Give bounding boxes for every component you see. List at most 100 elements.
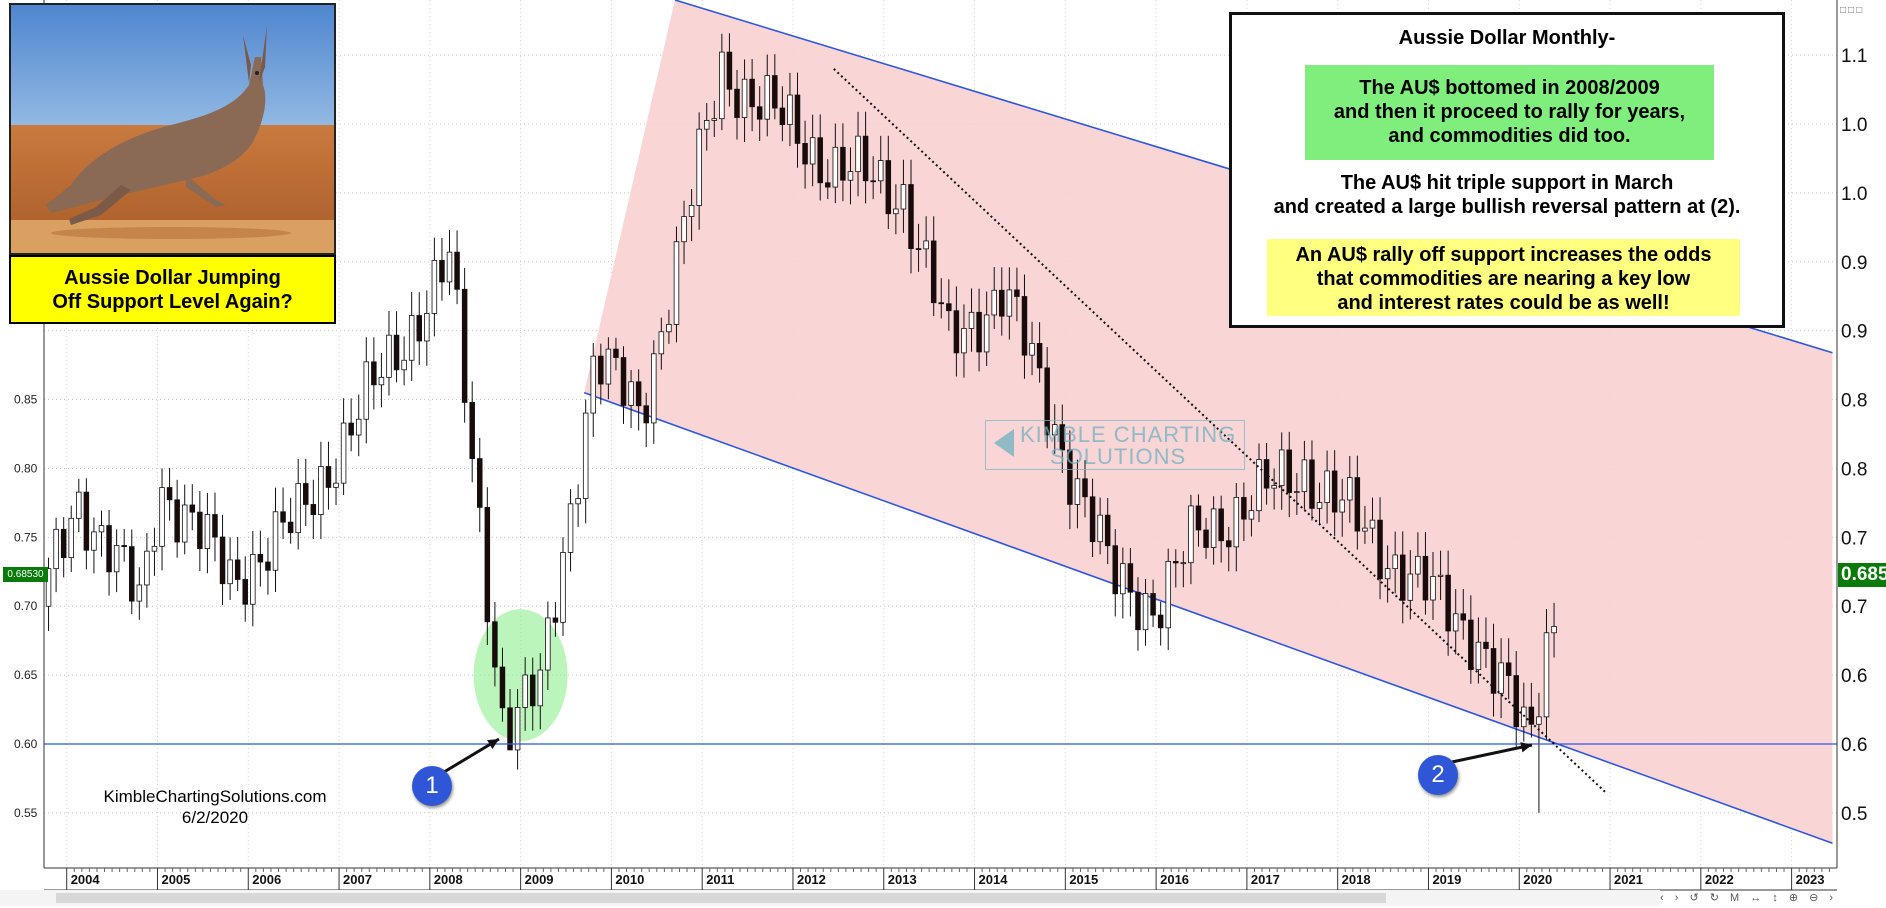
candle-body (1468, 619, 1474, 671)
candle-body (1127, 563, 1134, 593)
candle-body (953, 310, 960, 354)
candle-body (567, 503, 574, 553)
candle-body (1445, 574, 1451, 632)
marker-2: 2 (1418, 755, 1458, 795)
headline-box: Aussie Dollar Jumping Off Support Level … (9, 255, 336, 324)
candle-body (408, 315, 415, 361)
y-tick-label-left: 0.85 (14, 393, 38, 407)
candle-body (68, 517, 74, 559)
candle-body (1513, 675, 1519, 728)
x-tick-label: 2013 (888, 872, 917, 887)
candle-body (242, 579, 248, 605)
candle-body (1407, 573, 1414, 601)
candle-body (794, 94, 801, 144)
y-tick-label-right: 1.0 (1841, 184, 1867, 205)
candle-body (492, 621, 498, 668)
commentary-plain-note: The AU$ hit triple support in March and … (1232, 171, 1782, 219)
candle-body (1180, 562, 1187, 565)
commentary-box: Aussie Dollar Monthly- The AU$ bottomed … (1229, 12, 1785, 328)
y-tick-label-right: 0.6 (1841, 735, 1867, 756)
channel-lower-line (583, 391, 1833, 844)
watermark-logo: KIMBLE CHARTING SOLUTIONS (985, 420, 1245, 470)
candle-body (1331, 470, 1338, 513)
x-tick-label: 2019 (1432, 872, 1461, 887)
candle-body (1301, 459, 1308, 493)
candle-body (1203, 529, 1209, 548)
candle-body (477, 458, 483, 508)
candle-body (318, 466, 324, 515)
candle-body (189, 504, 196, 513)
candle-body (393, 334, 400, 371)
candle-body (1165, 561, 1171, 629)
headline-line-1: Aussie Dollar Jumping (64, 267, 281, 289)
commentary-yellow-note: An AU$ rally off support increases the o… (1267, 239, 1740, 316)
candle-body (1082, 478, 1088, 498)
x-tick-label: 2012 (797, 872, 826, 887)
candle-body (83, 491, 90, 551)
x-tick-label: 2006 (252, 872, 281, 887)
y-tick-label-right: 0.8 (1841, 459, 1867, 480)
candle-body (1294, 491, 1300, 494)
candle-body (363, 361, 370, 420)
y-tick-label-right: 1.0 (1841, 115, 1867, 136)
y-tick-label-right: 0.8 (1841, 391, 1867, 412)
candle-body (673, 241, 680, 325)
x-tick-label: 2023 (1796, 872, 1825, 887)
candle-body (461, 288, 468, 403)
x-tick-label: 2005 (161, 872, 190, 887)
yellow-line-2: that commodities are nearing a key low (1316, 268, 1691, 290)
arrows-layer (443, 737, 1533, 774)
candle-body (893, 208, 899, 215)
candle-body (847, 171, 854, 181)
candle-body (598, 355, 604, 385)
candle-body (885, 160, 892, 215)
green-line-1: The AU$ bottomed in 2008/2009 (1359, 77, 1660, 99)
candle-body (1044, 367, 1050, 436)
candle-body (575, 498, 581, 505)
y-tick-label-left: 0.70 (14, 599, 38, 613)
candle-body (1089, 496, 1096, 543)
candle-body (151, 545, 158, 552)
candle-body (136, 584, 143, 602)
candle-body (915, 248, 922, 251)
candle-body (1377, 519, 1383, 580)
x-tick-label: 2015 (1069, 872, 1098, 887)
candle-body (60, 528, 67, 559)
candle-body (537, 669, 544, 707)
candle-body (938, 302, 945, 305)
candle-body (605, 348, 612, 385)
candle-body (265, 561, 271, 571)
candle-body (1400, 554, 1406, 601)
candle-body (1173, 561, 1179, 564)
candle-body (635, 381, 642, 407)
window-controls[interactable]: □□□ (1840, 5, 1865, 16)
candle-body (355, 418, 362, 436)
x-tick-label: 2014 (979, 872, 1009, 887)
scroll-controls[interactable]: ‹ › ↺ ↻ M ↔ ↕ ⊕ ⊖ › (1660, 892, 1838, 904)
candle-body (582, 412, 589, 499)
candle-body (439, 260, 445, 283)
candle-body (325, 466, 332, 488)
candle-body (212, 514, 218, 538)
candle-body (809, 137, 816, 165)
candle-body (749, 78, 755, 108)
candle-body (961, 328, 967, 354)
credit-site: KimbleChartingSolutions.com (103, 787, 327, 806)
candle-body (378, 376, 385, 386)
candle-body (983, 314, 990, 353)
green-line-2: and then it proceed to rally for years, (1333, 101, 1686, 123)
candle-body (113, 545, 120, 573)
candle-body (386, 334, 392, 378)
candle-body (416, 315, 422, 342)
candle-body (877, 160, 884, 182)
candle-body (734, 88, 740, 118)
scrollbar-thumb[interactable] (56, 893, 1386, 903)
candle-body (219, 536, 226, 585)
candle-body (1006, 289, 1013, 317)
x-tick-label: 2022 (1705, 872, 1734, 887)
candle-body (1150, 593, 1156, 616)
candle-body (1369, 519, 1376, 529)
candle-body (280, 511, 286, 523)
candle-body (711, 118, 718, 121)
candle-body (651, 353, 657, 424)
